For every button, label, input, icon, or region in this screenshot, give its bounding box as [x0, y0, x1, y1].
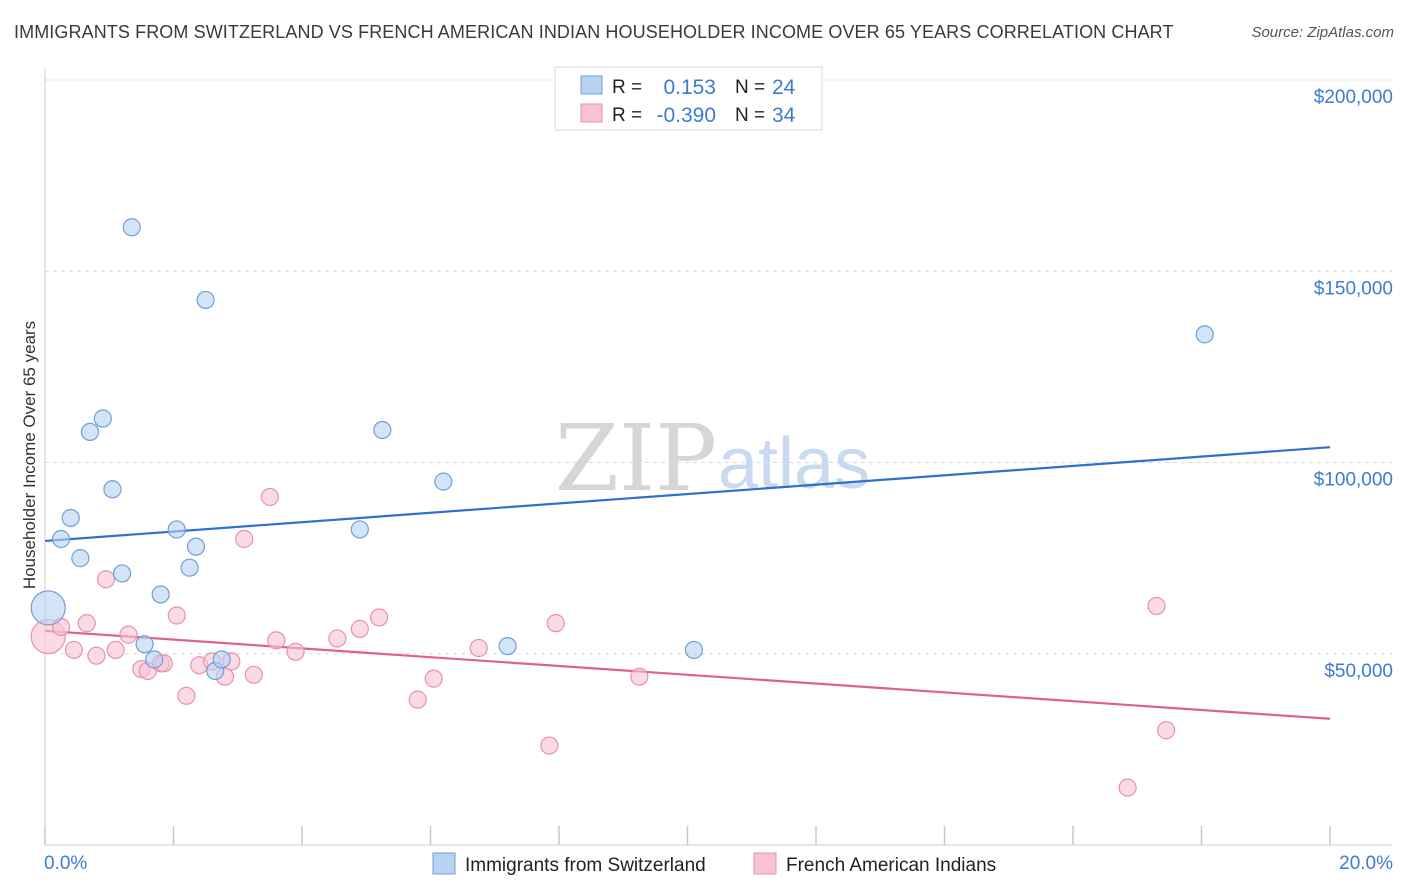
point-switzerland-22	[684, 640, 704, 660]
point-switzerland-17	[212, 650, 231, 669]
x-tick-label-min: 0.0%	[44, 853, 87, 874]
point-french-american-indian-7	[119, 625, 138, 644]
data-points	[30, 218, 1214, 797]
point-french-american-indian-2	[64, 640, 84, 660]
point-switzerland-7	[112, 564, 132, 583]
point-french-american-indian-34	[1157, 721, 1176, 740]
point-switzerland-11	[151, 585, 170, 604]
point-french-american-indian-4	[87, 646, 106, 665]
point-french-american-indian-33	[1147, 596, 1166, 616]
chart-title: IMMIGRANTS FROM SWITZERLAND VS FRENCH AM…	[14, 22, 1174, 42]
legend-n-label-1: N =	[735, 105, 765, 126]
point-french-american-indian-20	[260, 487, 279, 507]
legend-r-value-0: 0.153	[663, 76, 716, 99]
watermark-zip: ZIP	[555, 405, 717, 512]
watermark: ZIP atlas	[555, 405, 870, 512]
point-french-american-indian-21	[267, 631, 286, 650]
point-french-american-indian-32	[1118, 778, 1137, 797]
point-french-american-indian-22	[286, 642, 305, 661]
point-french-american-indian-6	[106, 640, 125, 660]
point-french-american-indian-28	[469, 638, 488, 658]
y-axis-tick-labels: $50,000 $100,000 $150,000 $200,000	[1314, 87, 1393, 682]
legend-swatch-pink	[580, 103, 603, 123]
point-french-american-indian-29	[540, 736, 559, 755]
trend-line-0	[44, 446, 1331, 543]
point-french-american-indian-31	[630, 667, 649, 686]
point-switzerland-8	[122, 218, 141, 237]
point-switzerland-23	[1195, 325, 1214, 344]
point-switzerland-15	[196, 290, 215, 310]
point-french-american-indian-26	[408, 690, 427, 709]
point-switzerland-13	[180, 558, 199, 577]
point-switzerland-19	[373, 420, 392, 440]
point-switzerland-10	[145, 650, 164, 669]
series-legend-swatch-0	[432, 852, 456, 875]
point-french-american-indian-27	[424, 669, 443, 688]
point-switzerland-14	[186, 537, 206, 556]
series-legend: Immigrants from Switzerland French Ameri…	[432, 852, 996, 876]
legend-r-label-1: R =	[612, 105, 642, 126]
trend-lines	[44, 446, 1331, 720]
point-switzerland-9	[135, 635, 154, 654]
x-axis-ticks	[44, 826, 1331, 845]
x-tick-label-max: 20.0%	[1339, 853, 1393, 874]
legend-swatch-blue	[580, 75, 603, 95]
y-tick-label-2: $150,000	[1314, 278, 1393, 299]
legend-n-value-1: 34	[772, 104, 796, 127]
point-french-american-indian-30	[546, 614, 565, 633]
point-switzerland-6	[103, 480, 122, 499]
correlation-legend: R = 0.153 N = 24 R = -0.390 N = 34	[554, 66, 823, 131]
point-french-american-indian-5	[96, 570, 116, 589]
point-switzerland-1	[51, 529, 71, 549]
legend-n-value-0: 24	[772, 76, 796, 99]
y-tick-label-3: $200,000	[1314, 87, 1393, 108]
point-switzerland-3	[71, 549, 90, 568]
legend-n-label-0: N =	[735, 77, 765, 98]
series-legend-swatch-1	[753, 852, 777, 875]
chart-source: Source: ZipAtlas.com	[1251, 24, 1394, 41]
point-switzerland-5	[93, 409, 112, 428]
point-switzerland-20	[434, 472, 453, 491]
point-switzerland-21	[498, 636, 517, 656]
point-french-american-indian-23	[328, 629, 347, 648]
point-french-american-indian-25	[370, 608, 389, 627]
series-legend-label-1: French American Indians	[786, 855, 996, 876]
y-tick-label-0: $50,000	[1324, 661, 1393, 682]
legend-r-value-1: -0.390	[656, 104, 716, 127]
point-switzerland-0	[30, 590, 66, 626]
watermark-atlas: atlas	[718, 424, 870, 504]
legend-r-label-0: R =	[612, 77, 642, 98]
point-switzerland-12	[167, 520, 186, 539]
trend-line-1	[44, 629, 1331, 720]
gridlines	[45, 79, 1392, 655]
point-french-american-indian-12	[167, 606, 186, 625]
point-french-american-indian-19	[244, 665, 263, 684]
y-axis-title: Householder Income Over 65 years	[20, 321, 39, 589]
point-switzerland-4	[80, 422, 100, 441]
point-switzerland-18	[350, 520, 369, 539]
series-legend-label-0: Immigrants from Switzerland	[465, 855, 706, 876]
point-french-american-indian-18	[235, 529, 254, 549]
point-french-american-indian-13	[177, 686, 196, 705]
point-switzerland-2	[61, 508, 80, 528]
point-french-american-indian-3	[77, 614, 96, 633]
y-tick-label-1: $100,000	[1314, 470, 1393, 491]
point-french-american-indian-24	[350, 619, 369, 638]
